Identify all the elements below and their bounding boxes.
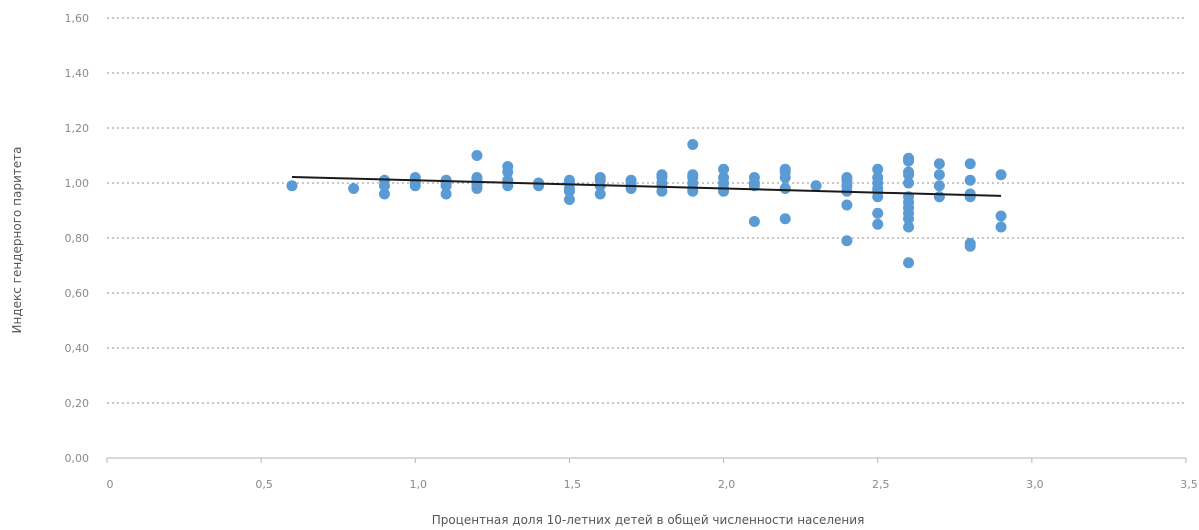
y-tick-label-3: 0,60 xyxy=(65,287,90,300)
trendline-path xyxy=(291,175,1002,197)
data-point-58 xyxy=(748,216,760,227)
data-point-12 xyxy=(440,188,452,200)
trendline xyxy=(291,175,1002,197)
x-tick-labels: 0 0,5 1,0 1,5 2,0 2,5 3,0 3,5 xyxy=(107,478,1198,491)
y-tick-label-6: 1,20 xyxy=(65,122,90,135)
data-point-11 xyxy=(440,180,452,192)
y-tick-label-0: 0,00 xyxy=(65,452,90,465)
x-tick-label-2: 1,0 xyxy=(410,478,428,491)
y-tick-label-2: 0,40 xyxy=(65,342,90,355)
data-point-100 xyxy=(964,240,976,252)
y-tick-labels: 0,00 0,20 0,40 0,60 0,80 1,00 1,20 1,40 1,60 xyxy=(65,12,90,465)
data-point-8 xyxy=(409,180,421,192)
grid-lines xyxy=(107,17,1186,404)
y-axis-title: Индекс гендерного паритета xyxy=(10,147,24,334)
data-point-61 xyxy=(779,172,791,183)
data-point-3 xyxy=(378,180,390,192)
y-tick-label-8: 1,60 xyxy=(65,12,90,25)
data-point-43 xyxy=(656,185,668,197)
x-tick-label-5: 2,5 xyxy=(872,478,890,491)
y-tick-label-1: 0,20 xyxy=(65,397,90,410)
data-point-91 xyxy=(933,158,945,170)
data-point-71 xyxy=(872,163,884,175)
data-point-83 xyxy=(903,177,915,189)
x-tick-label-0: 0 xyxy=(107,478,114,491)
data-point-102 xyxy=(995,210,1007,222)
x-tick-label-7: 3,5 xyxy=(1180,478,1198,491)
data-point-30 xyxy=(563,194,575,205)
data-point-98 xyxy=(964,191,976,203)
data-point-93 xyxy=(933,180,945,192)
data-point-18 xyxy=(471,183,483,194)
data-point-78 xyxy=(872,218,884,230)
data-point-76 xyxy=(872,191,884,203)
data-point-1 xyxy=(348,183,360,194)
data-point-82 xyxy=(903,169,915,181)
data-point-95 xyxy=(964,158,976,170)
data-point-29 xyxy=(563,185,575,197)
data-point-13 xyxy=(471,150,483,161)
data-point-90 xyxy=(903,257,915,269)
data-point-94 xyxy=(933,191,945,203)
data-point-69 xyxy=(841,199,853,211)
data-point-92 xyxy=(933,169,945,181)
data-point-70 xyxy=(841,235,853,247)
data-point-50 xyxy=(718,163,730,175)
x-tick-label-3: 1,5 xyxy=(564,478,582,491)
data-point-34 xyxy=(594,188,606,200)
y-tick-label-4: 0,80 xyxy=(65,232,90,245)
data-point-77 xyxy=(872,207,884,219)
data-point-96 xyxy=(964,174,976,186)
data-point-63 xyxy=(779,213,791,225)
data-point-64 xyxy=(810,180,822,192)
x-axis xyxy=(106,457,1187,463)
x-tick-label-1: 0,5 xyxy=(255,478,273,491)
data-point-44 xyxy=(687,139,699,150)
x-tick-label-6: 3,0 xyxy=(1026,478,1044,491)
data-points xyxy=(286,139,1007,269)
data-point-88 xyxy=(903,213,915,225)
data-point-25 xyxy=(533,180,545,192)
x-axis-title: Процентная доля 10-летних детей в общей … xyxy=(432,513,865,527)
y-tick-label-7: 1,40 xyxy=(65,67,90,80)
data-point-0 xyxy=(286,180,298,192)
data-point-20 xyxy=(502,166,514,178)
data-point-89 xyxy=(903,221,915,233)
data-point-4 xyxy=(378,188,390,200)
data-point-38 xyxy=(625,183,637,194)
x-tick-label-4: 2,0 xyxy=(718,478,736,491)
data-point-62 xyxy=(779,183,791,194)
data-point-80 xyxy=(903,155,915,167)
y-tick-label-5: 1,00 xyxy=(65,177,90,190)
data-point-101 xyxy=(995,169,1007,181)
data-point-103 xyxy=(995,221,1007,233)
